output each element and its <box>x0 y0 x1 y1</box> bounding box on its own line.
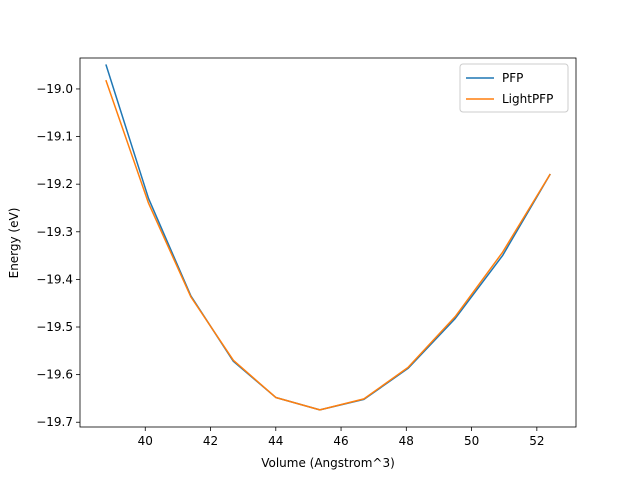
plot-background <box>80 58 576 427</box>
axes-frame <box>79 57 577 428</box>
y-tick-label: −19.4 <box>36 272 73 286</box>
x-tick-label: 50 <box>464 434 479 448</box>
y-tick-label: −19.1 <box>36 130 73 144</box>
legend-label-lightpfp: LightPFP <box>502 92 553 106</box>
series-line-lightpfp <box>105 79 551 411</box>
x-tick-label: 46 <box>333 434 348 448</box>
plot-area <box>80 58 576 427</box>
y-axis-label: Energy (eV) <box>7 208 21 279</box>
y-tick-label: −19.6 <box>36 368 73 382</box>
x-tick-label: 48 <box>399 434 414 448</box>
y-tick-label: −19.0 <box>36 82 73 96</box>
x-axis-label: Volume (Angstrom^3) <box>261 456 395 470</box>
x-tick-label: 44 <box>268 434 283 448</box>
x-tick-label: 52 <box>529 434 544 448</box>
y-tick-label: −19.3 <box>36 225 73 239</box>
legend-label-pfp: PFP <box>502 71 523 85</box>
axes: 40 42 44 46 48 50 52 −19.0 −19.1 −19.2 −19.3 −19.4 −… <box>36 57 577 448</box>
y-tick-label: −19.2 <box>36 177 73 191</box>
x-tick-label: 40 <box>138 434 153 448</box>
y-tick-label: −19.5 <box>36 320 73 334</box>
legend-box <box>459 63 569 113</box>
legend: PFP LightPFP <box>459 63 569 113</box>
x-tick-label: 42 <box>203 434 218 448</box>
y-tick-label: −19.7 <box>36 415 73 429</box>
